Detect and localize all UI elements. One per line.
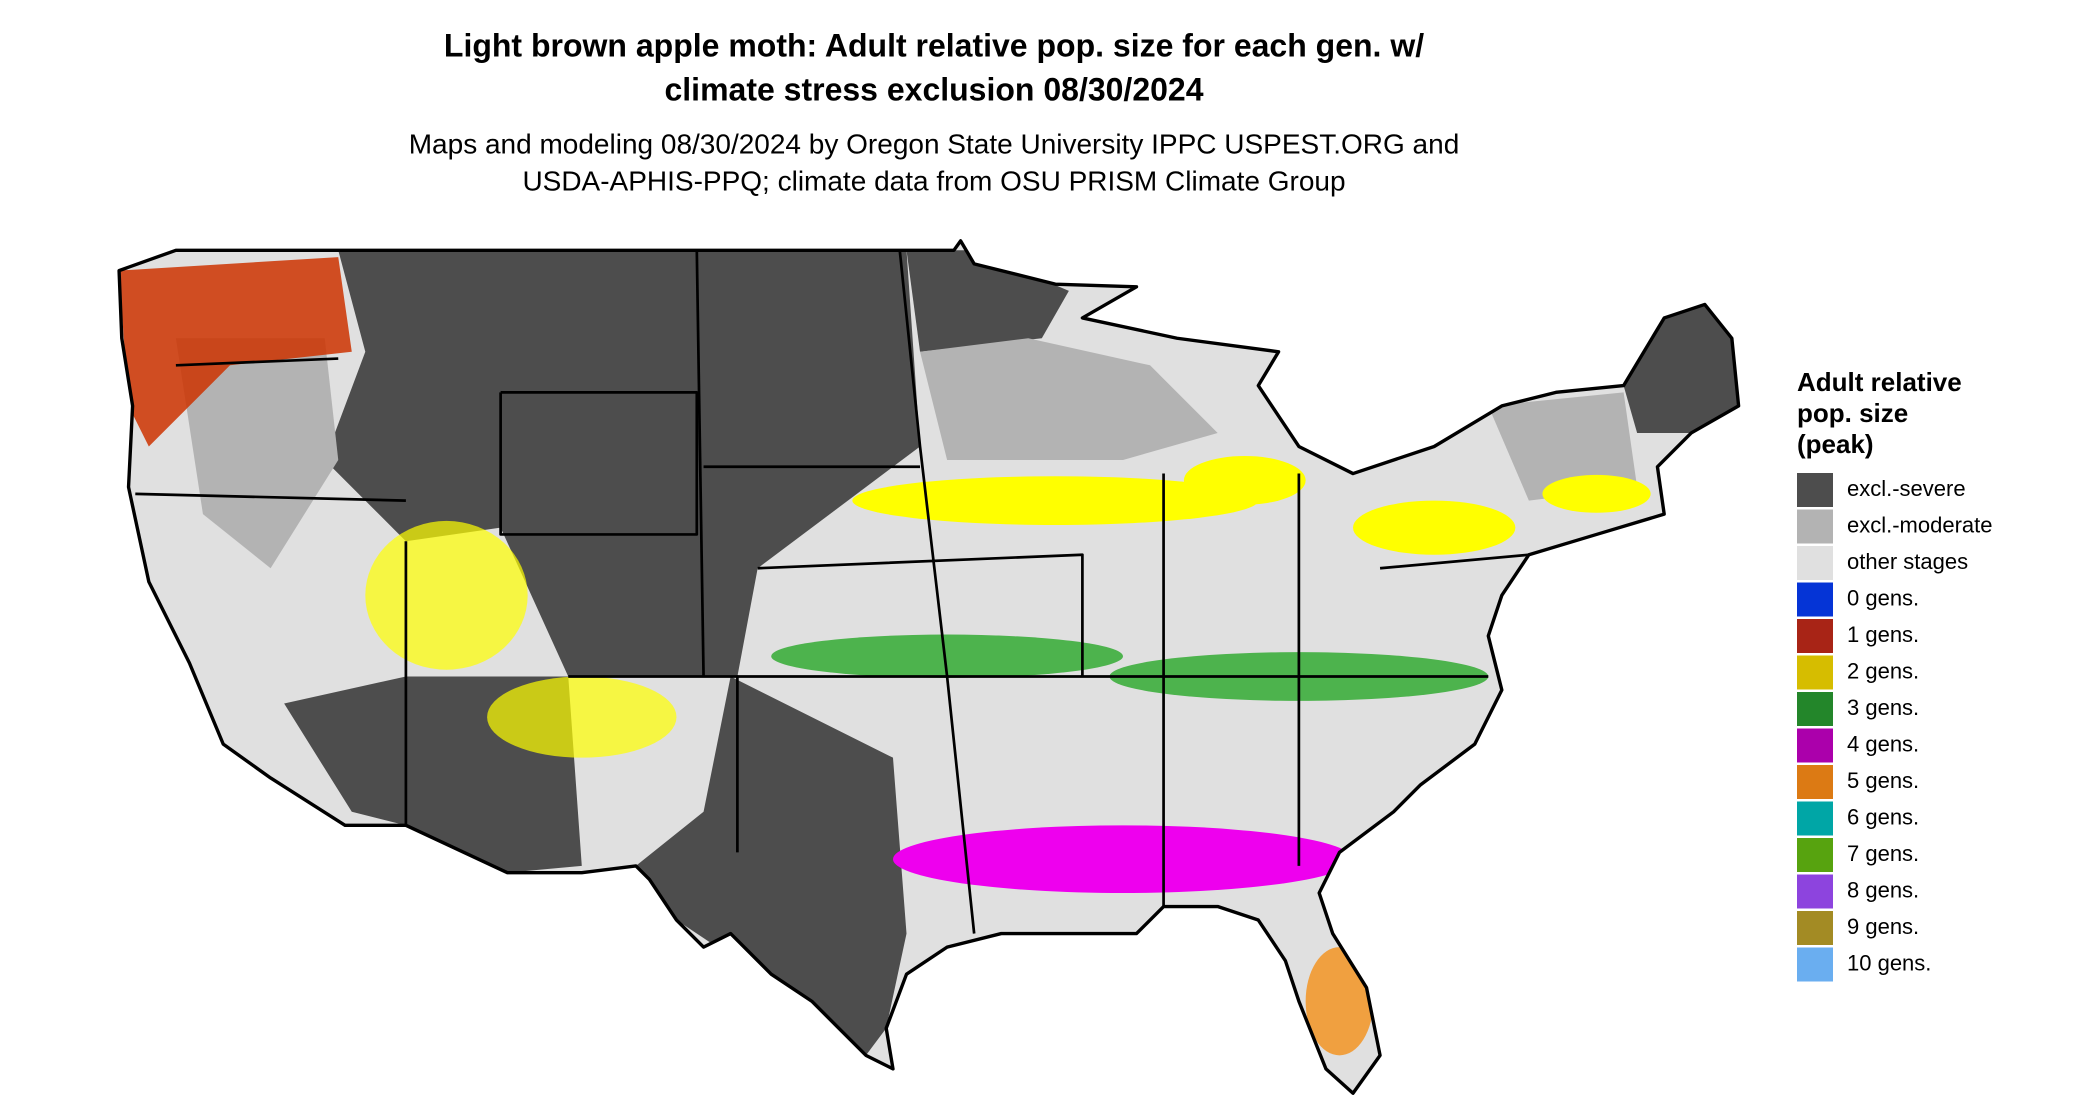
- legend-swatch: [1797, 546, 1833, 580]
- yellow-band: [852, 476, 1259, 525]
- legend-swatch: [1797, 655, 1833, 690]
- legend-label: 10 gens.: [1847, 950, 1931, 975]
- subtitle: Maps and modeling 08/30/2024 by Oregon S…: [409, 128, 1460, 196]
- severe-tx: [635, 676, 907, 1056]
- title-line: climate stress exclusion 08/30/2024: [664, 71, 1203, 107]
- legend-label: 5 gens.: [1847, 768, 1919, 793]
- legend-label: 8 gens.: [1847, 877, 1919, 902]
- legend-label: 4 gens.: [1847, 731, 1919, 756]
- subtitle-line: USDA-APHIS-PPQ; climate data from OSU PR…: [522, 165, 1345, 196]
- legend-swatch: [1797, 765, 1833, 799]
- title: Light brown apple moth: Adult relative p…: [444, 27, 1424, 107]
- map-regions: [119, 240, 1739, 1094]
- legend-swatch: [1797, 801, 1833, 836]
- state-borders: [135, 250, 1530, 934]
- legend-swatch: [1797, 911, 1833, 945]
- legend-swatch: [1797, 874, 1833, 909]
- yellow-west: [365, 520, 528, 670]
- title-line: Light brown apple moth: Adult relative p…: [444, 27, 1424, 63]
- legend-title: (peak): [1797, 429, 1874, 459]
- moderate-midwest: [920, 338, 1218, 461]
- yellow-sw: [487, 676, 677, 758]
- yellow-ma: [1542, 474, 1651, 513]
- legend-swatch: [1797, 509, 1833, 544]
- legend-swatch: [1797, 582, 1833, 617]
- yellow-mi: [1183, 455, 1306, 505]
- yellow-pa: [1353, 500, 1516, 555]
- green-band: [771, 634, 1123, 678]
- legend-label: 2 gens.: [1847, 658, 1919, 683]
- legend-title: Adult relative: [1797, 367, 1962, 397]
- subtitle-line: Maps and modeling 08/30/2024 by Oregon S…: [409, 128, 1460, 159]
- legend-label: 6 gens.: [1847, 804, 1919, 829]
- red-pnw: [119, 257, 352, 447]
- legend-swatch: [1797, 473, 1833, 507]
- legend-label: other stages: [1847, 549, 1968, 574]
- legend-title: pop. size: [1797, 398, 1908, 428]
- legend-label: 9 gens.: [1847, 914, 1919, 939]
- legend-label: excl.-moderate: [1847, 512, 1993, 537]
- legend-swatch: [1797, 692, 1833, 726]
- legend-label: 0 gens.: [1847, 585, 1919, 610]
- legend-label: 7 gens.: [1847, 841, 1919, 866]
- legend-label: 1 gens.: [1847, 622, 1919, 647]
- moderate-or: [175, 338, 339, 569]
- legend-swatch: [1797, 838, 1833, 872]
- map: [117, 239, 1741, 1095]
- legend-swatch: [1797, 619, 1833, 653]
- severe-north: [324, 250, 921, 677]
- magenta-band: [892, 825, 1353, 893]
- legend-label: excl.-severe: [1847, 476, 1966, 501]
- legend-swatch: [1797, 947, 1833, 982]
- severe-me: [1623, 304, 1739, 433]
- legend-label: 3 gens.: [1847, 695, 1919, 720]
- legend-swatch: [1797, 728, 1833, 763]
- moderate-ne: [1488, 392, 1638, 501]
